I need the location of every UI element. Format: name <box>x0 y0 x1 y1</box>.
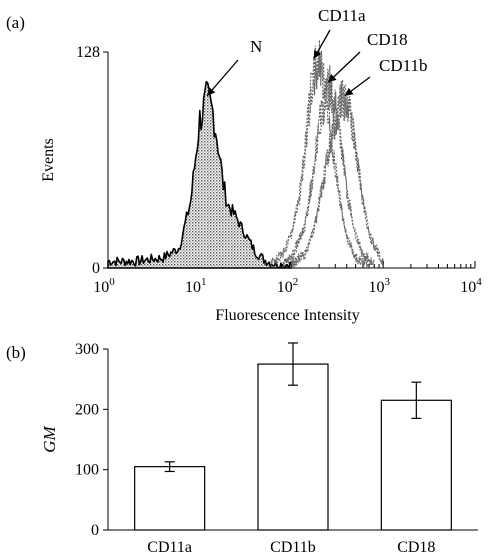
annotation-arrowhead <box>344 87 354 96</box>
x-tick-label: 100 <box>93 276 115 296</box>
x-tick-label: 102 <box>277 276 299 296</box>
x-category-label: CD11a <box>147 539 192 556</box>
series-cd11b-line <box>290 79 384 269</box>
panel-a-label: (a) <box>6 13 25 32</box>
annotation-arrowhead <box>313 49 322 59</box>
annotation-label: CD18 <box>367 30 408 49</box>
x-tick-label: 101 <box>185 276 207 296</box>
y-tick-label: 200 <box>75 401 99 418</box>
y-tick-label: 128 <box>76 44 100 61</box>
annotation-label: CD11b <box>379 56 428 75</box>
series-cd11a-line <box>270 40 370 268</box>
annotation-label: N <box>250 37 262 56</box>
annotation-arrowhead <box>207 87 216 96</box>
x-tick-label: 104 <box>460 276 482 296</box>
series-N-histogram <box>107 80 293 269</box>
series-cd18-line <box>282 65 375 267</box>
annotation-arrowhead <box>328 73 337 83</box>
y-tick-label: 300 <box>75 341 99 358</box>
bar-panel: 0 100 200 300 GM CD11a CD11b CD18 <box>40 341 478 556</box>
bar-cd18 <box>380 399 452 531</box>
histogram-panel: 0 128 100 101 102 103 104 Fluorescence Intensit… <box>40 6 482 324</box>
x-tick-label: 103 <box>369 276 391 296</box>
x-category-label: CD11b <box>270 539 316 556</box>
y-axis-label: GM <box>40 425 59 452</box>
y-axis-label: Events <box>40 138 57 182</box>
x-axis-label: Fluorescence Intensity <box>215 307 359 324</box>
series-cd11a-line <box>270 45 370 267</box>
bar-cd11b <box>257 363 329 531</box>
y-tick-label: 100 <box>75 462 99 479</box>
annotation-label: CD11a <box>318 6 366 25</box>
bar-cd11a <box>134 466 206 531</box>
y-tick-label: 0 <box>92 260 100 277</box>
x-category-label: CD18 <box>397 539 435 556</box>
y-tick-label: 0 <box>91 522 99 539</box>
panel-b-label: (b) <box>6 343 26 362</box>
